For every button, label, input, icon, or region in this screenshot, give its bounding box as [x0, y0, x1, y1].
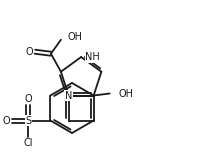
Text: S: S: [25, 116, 31, 125]
Text: OH: OH: [119, 88, 134, 99]
Text: O: O: [2, 116, 10, 125]
Text: NH: NH: [85, 52, 100, 62]
Text: O: O: [25, 93, 32, 104]
Text: N: N: [65, 91, 72, 100]
Text: Cl: Cl: [24, 137, 33, 148]
Text: OH: OH: [68, 32, 83, 42]
Text: O: O: [25, 47, 33, 57]
